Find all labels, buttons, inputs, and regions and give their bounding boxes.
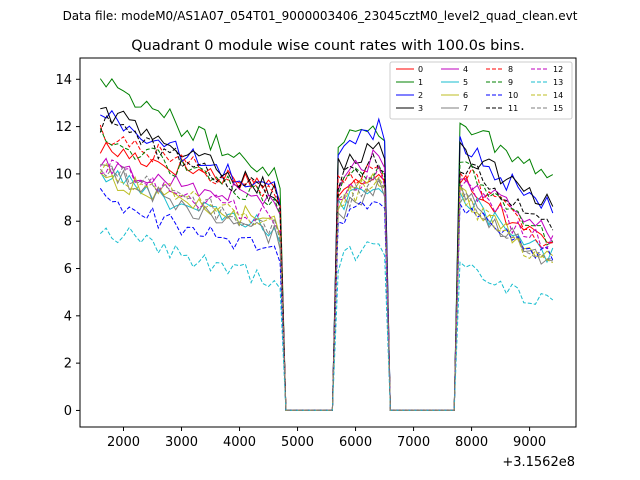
legend-label-2: 2 bbox=[418, 91, 423, 100]
x-tick-label: 2000 bbox=[107, 435, 140, 450]
x-tick-label: 5000 bbox=[281, 435, 314, 450]
y-tick-label: 6 bbox=[64, 262, 72, 277]
legend-label-5: 5 bbox=[463, 78, 468, 87]
series-line-2 bbox=[100, 109, 554, 411]
legend-label-6: 6 bbox=[463, 91, 468, 100]
legend-label-10: 10 bbox=[508, 91, 518, 100]
series-line-13 bbox=[99, 226, 554, 411]
legend-label-11: 11 bbox=[508, 104, 518, 113]
y-tick-label: 8 bbox=[64, 215, 72, 230]
series-line-14 bbox=[99, 161, 554, 411]
y-tick-label: 14 bbox=[55, 73, 72, 88]
series-line-9 bbox=[99, 128, 554, 411]
legend-label-7: 7 bbox=[463, 104, 468, 113]
x-tick-label: 7000 bbox=[397, 435, 430, 450]
x-tick-label: 9000 bbox=[513, 435, 546, 450]
legend-label-9: 9 bbox=[508, 78, 513, 87]
y-tick-label: 0 bbox=[64, 404, 72, 419]
x-tick-label: 8000 bbox=[455, 435, 488, 450]
series-line-3 bbox=[100, 106, 554, 411]
series-line-5 bbox=[99, 169, 554, 411]
series-line-8 bbox=[99, 124, 553, 411]
x-tick-label: 4000 bbox=[223, 435, 256, 450]
legend-label-8: 8 bbox=[508, 65, 513, 74]
plot-area-frame bbox=[79, 57, 577, 428]
series-line-6 bbox=[99, 172, 554, 411]
x-tick-label: 3000 bbox=[165, 435, 198, 450]
axes-layer: 2000 3000 4000 5000 6000 7000 8000 9000 0 2 4 6 8 10 1… bbox=[55, 73, 546, 450]
legend-label-4: 4 bbox=[463, 65, 468, 74]
series-layer bbox=[99, 78, 554, 411]
legend-label-15: 15 bbox=[553, 104, 563, 113]
series-line-1 bbox=[99, 78, 554, 411]
chart-title: Quadrant 0 module wise count rates with … bbox=[131, 38, 525, 54]
series-line-10 bbox=[99, 188, 554, 411]
data-file-label: Data file: modeM0/AS1A07_054T01_90000034… bbox=[63, 9, 578, 23]
legend-label-3: 3 bbox=[418, 104, 423, 113]
x-axis-offset-label: +3.1562e8 bbox=[502, 455, 575, 470]
legend-label-14: 14 bbox=[553, 91, 563, 100]
y-tick-label: 2 bbox=[64, 357, 72, 372]
series-line-0 bbox=[99, 141, 553, 411]
legend-frame bbox=[389, 61, 573, 120]
legend-label-12: 12 bbox=[553, 65, 563, 74]
y-tick-label: 4 bbox=[64, 309, 72, 324]
legend-label-13: 13 bbox=[553, 78, 563, 87]
legend-label-1: 1 bbox=[418, 78, 423, 87]
y-tick-label: 12 bbox=[55, 120, 72, 135]
x-tick-label: 6000 bbox=[339, 435, 372, 450]
series-line-15 bbox=[99, 164, 553, 411]
series-line-12 bbox=[100, 159, 554, 411]
y-tick-label: 10 bbox=[55, 167, 72, 182]
legend-label-0: 0 bbox=[418, 65, 423, 74]
